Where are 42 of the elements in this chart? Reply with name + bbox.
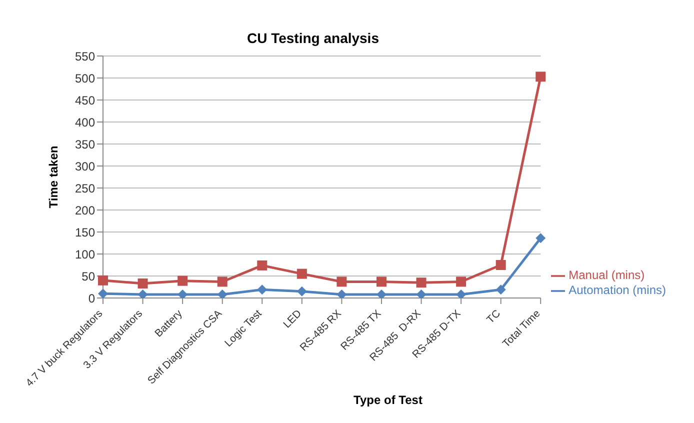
x-axis-title: Type of Test [352,393,424,407]
chart-title: CU Testing analysis [246,30,380,46]
legend-label: Manual (mins) [568,268,645,282]
y-tick-label: 400 [74,115,96,130]
y-tick-label: 150 [74,225,96,240]
point [536,233,546,244]
x-tick-label: TC [484,307,504,326]
y-tick-label: 250 [74,181,96,196]
point [257,260,268,270]
y-tick-label: 50 [82,269,96,284]
x-tick-label: LED [281,307,304,331]
point [138,278,148,288]
point [98,275,108,286]
point [217,276,228,287]
point [217,289,228,298]
y-tick-label: 450 [74,93,96,108]
y-tick-label: 500 [74,71,96,86]
y-tick-label: 100 [74,247,96,262]
point [456,289,466,298]
point [416,289,426,298]
point [416,278,426,288]
point [336,276,347,287]
point [178,276,188,286]
point [257,284,268,295]
y-tick-label: 550 [74,49,96,64]
point [178,289,188,298]
point [376,289,386,298]
point [456,276,466,287]
legend-label: Automation (mins) [568,283,666,297]
point [496,260,506,270]
point [336,289,347,298]
point [536,72,546,82]
y-tick-label: 200 [74,203,96,218]
point [296,268,307,279]
y-axis-title: Time taken [46,146,60,208]
point [376,276,386,287]
y-tick-label: 300 [74,159,96,174]
point [296,286,307,296]
point [138,289,148,298]
y-tick-label: 0 [88,291,96,306]
point [496,284,506,295]
y-tick-label: 350 [74,137,96,152]
